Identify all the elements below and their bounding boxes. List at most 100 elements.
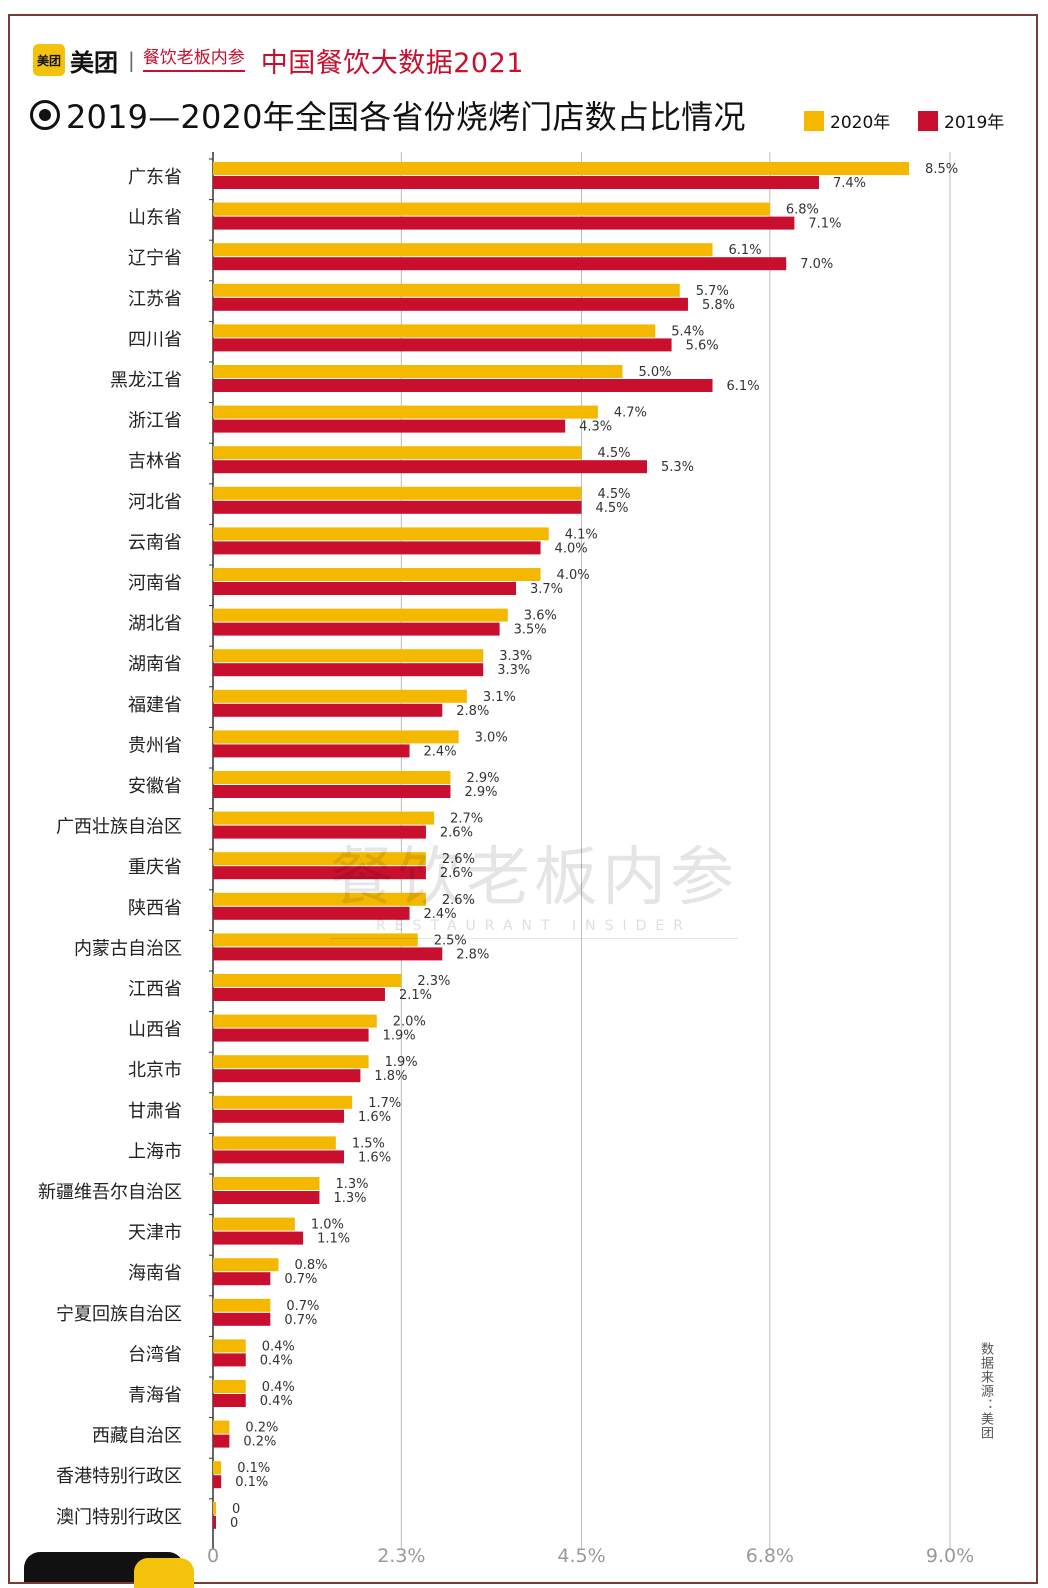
data-label-2020: 1.5%: [352, 1136, 385, 1151]
x-tick-label: 4.5%: [557, 1545, 605, 1567]
bar-2020: [213, 974, 402, 987]
legend-swatch-2020: [804, 110, 824, 131]
data-label-2020: 5.4%: [671, 324, 704, 339]
category-label: 甘肃省: [128, 1101, 182, 1122]
bar-2020: [213, 283, 680, 297]
category-label: 宁夏回族自治区: [56, 1304, 182, 1325]
bar-2019: [213, 947, 443, 961]
bar-2019: [213, 379, 713, 392]
data-label-2019: 4.3%: [579, 420, 612, 435]
report-series-title: 中国餐饮大数据2021: [260, 47, 524, 79]
bar-2019: [213, 1515, 216, 1529]
data-label-2020: 3.0%: [475, 730, 508, 745]
data-label-2020: 3.3%: [499, 649, 532, 664]
data-label-2019: 2.1%: [399, 988, 432, 1003]
legend-label-2019: 2019年: [944, 113, 1005, 133]
category-label: 江苏省: [128, 289, 182, 310]
data-label-2020: 2.9%: [466, 771, 499, 786]
data-label-2019: 2.4%: [424, 907, 457, 922]
bar-2019: [213, 703, 443, 717]
category-label: 澳门特别行政区: [56, 1507, 182, 1528]
data-label-2020: 2.7%: [450, 812, 483, 827]
bar-2020: [213, 162, 910, 175]
data-label-2020: 0.4%: [262, 1380, 295, 1395]
category-label: 河南省: [128, 573, 182, 594]
category-label: 广东省: [128, 167, 182, 188]
data-label-2020: 2.3%: [417, 974, 450, 989]
data-label-2019: 3.5%: [514, 623, 547, 638]
bar-2020: [213, 527, 549, 541]
data-label-2020: 5.7%: [696, 284, 729, 299]
data-label-2020: 3.1%: [483, 690, 516, 705]
insider-logo: 餐饮老板内参: [142, 48, 245, 72]
data-label-2020: 2.5%: [434, 933, 467, 948]
data-label-2020: 4.0%: [557, 568, 590, 583]
bar-2019: [213, 460, 648, 474]
bar-2019: [213, 541, 541, 555]
bar-2020: [213, 1461, 222, 1475]
data-label-2020: 0.7%: [286, 1299, 319, 1314]
bar-2019: [213, 1272, 271, 1286]
data-label-2019: 4.0%: [555, 541, 588, 556]
data-label-2020: 1.9%: [385, 1055, 418, 1070]
bar-2019: [213, 622, 500, 636]
category-label: 广西壮族自治区: [56, 817, 182, 838]
data-label-2019: 7.4%: [833, 176, 866, 191]
category-label: 湖南省: [128, 654, 182, 675]
brand-header: 美团 美团 | 餐饮老板内参 中国餐饮大数据2021: [33, 42, 524, 79]
bar-2019: [213, 663, 484, 677]
data-label-2020: 6.8%: [786, 203, 819, 218]
data-label-2019: 0: [230, 1516, 238, 1531]
data-label-2019: 2.6%: [440, 866, 473, 881]
bar-2019: [213, 825, 426, 839]
meituan-brand-name: 美团: [70, 48, 118, 77]
bar-2019: [213, 297, 688, 311]
x-tick-label: 2.3%: [377, 1545, 425, 1567]
data-label-2020: 0.8%: [295, 1258, 328, 1273]
bar-2020: [213, 1420, 230, 1434]
data-label-2019: 0.7%: [284, 1272, 317, 1287]
bar-2020: [213, 405, 598, 419]
category-label: 四川省: [128, 329, 182, 350]
data-label-2019: 2.8%: [456, 704, 489, 719]
bar-2020: [213, 568, 541, 581]
category-label: 北京市: [128, 1060, 182, 1081]
x-tick-label: 0: [207, 1545, 219, 1567]
bar-2019: [213, 176, 819, 189]
data-label-2020: 8.5%: [925, 162, 958, 177]
bar-2020: [213, 1339, 246, 1353]
bar-2020: [213, 771, 451, 784]
bar-2020: [213, 324, 656, 338]
data-source-note: 数据来源：美团: [978, 1342, 993, 1440]
category-label: 天津市: [128, 1223, 182, 1244]
data-label-2020: 4.5%: [598, 446, 631, 461]
bar-2020: [213, 446, 582, 460]
data-label-2019: 1.6%: [358, 1110, 391, 1125]
category-label: 青海省: [128, 1385, 182, 1406]
bar-2020: [213, 1258, 279, 1272]
bar-2019: [213, 744, 410, 758]
data-label-2020: 4.1%: [565, 527, 598, 542]
bar-2020: [213, 933, 418, 947]
data-label-2020: 0: [232, 1502, 240, 1517]
bar-2019: [213, 257, 787, 271]
data-label-2019: 6.1%: [727, 379, 760, 394]
bar-2019: [213, 1231, 304, 1245]
data-label-2019: 2.8%: [456, 947, 489, 962]
bar-2019: [213, 1353, 246, 1367]
bar-2020: [213, 730, 459, 744]
bar-2019: [213, 1109, 345, 1123]
bar-2019: [213, 582, 516, 595]
category-label: 黑龙江省: [110, 370, 182, 391]
data-label-2019: 1.1%: [317, 1232, 350, 1247]
category-label: 重庆省: [128, 857, 182, 878]
bar-2020: [213, 649, 484, 663]
legend-label-2020: 2020年: [830, 113, 891, 133]
target-bullet-icon: [30, 100, 60, 130]
category-label: 浙江省: [128, 411, 182, 432]
bar-2020: [213, 689, 467, 703]
category-label: 云南省: [128, 532, 182, 553]
bar-2020: [213, 1298, 271, 1312]
bar-2019: [213, 1028, 369, 1042]
